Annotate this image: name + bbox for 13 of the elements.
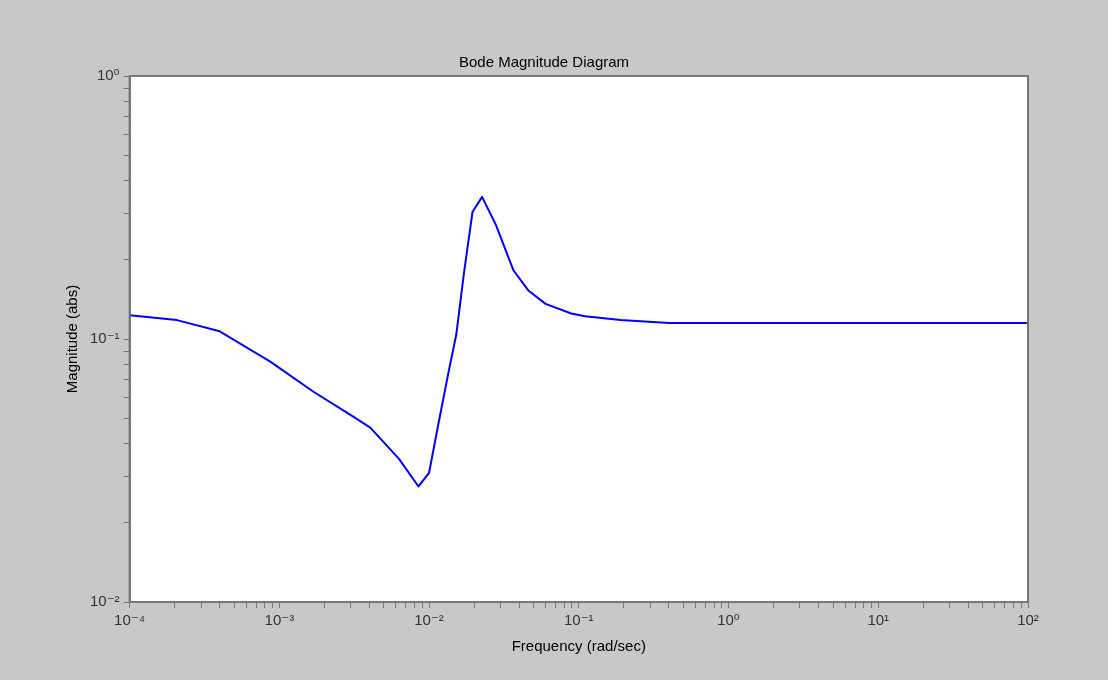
x-tick-label: 10⁻¹	[563, 611, 594, 629]
x-tick-label: 10⁰	[717, 611, 740, 629]
x-tick-label: 10⁻⁴	[114, 611, 146, 629]
y-axis-title: Magnitude (abs)	[63, 284, 81, 394]
x-tick-label: 10⁻²	[414, 611, 444, 629]
x-axis-title: Frequency (rad/sec)	[511, 637, 646, 655]
x-tick-label: 10⁻³	[264, 611, 295, 629]
x-tick-label: 10²	[1017, 611, 1039, 629]
y-tick-label: 10⁻²	[89, 592, 120, 610]
y-tick-label: 10⁻¹	[89, 329, 120, 347]
chart-title: Bode Magnitude Diagram	[458, 53, 630, 71]
y-tick-label: 10⁰	[96, 66, 120, 84]
x-tick-label: 10¹	[867, 611, 890, 629]
